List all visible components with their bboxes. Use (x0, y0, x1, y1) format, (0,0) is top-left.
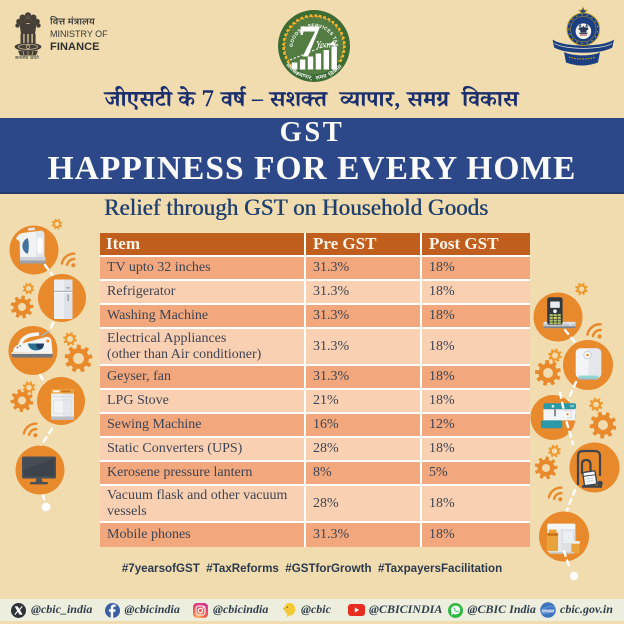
svg-text:www: www (540, 608, 554, 614)
svg-text:7: 7 (298, 17, 321, 67)
svg-text:Years: Years (316, 40, 336, 50)
